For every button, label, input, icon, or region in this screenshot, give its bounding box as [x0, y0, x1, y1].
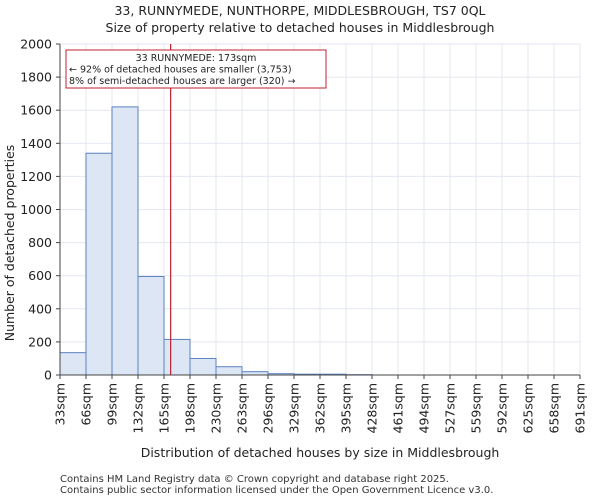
x-tick-label: 362sqm — [313, 383, 328, 433]
x-tick-label: 494sqm — [417, 383, 432, 433]
y-tick-label: 1000 — [20, 202, 52, 217]
chart-title: 33, RUNNYMEDE, NUNTHORPE, MIDDLESBROUGH,… — [114, 3, 486, 18]
y-tick-label: 600 — [28, 268, 52, 283]
x-tick-label: 625sqm — [521, 383, 536, 433]
bar-198sqm — [189, 357, 217, 376]
x-tick-label: 165sqm — [157, 383, 172, 433]
x-tick-label: 263sqm — [235, 383, 250, 433]
y-tick-label: 1600 — [20, 103, 52, 118]
x-tick-label: 329sqm — [287, 383, 302, 433]
bar-99sqm — [111, 106, 139, 376]
x-tick-label: 66sqm — [79, 383, 94, 426]
x-tick-label: 691sqm — [573, 383, 588, 433]
x-tick-label: 230sqm — [209, 383, 224, 433]
bar-165sqm — [163, 338, 191, 376]
x-tick-label: 527sqm — [443, 383, 458, 433]
y-axis-label: Number of detached properties — [2, 145, 17, 342]
y-tick-label: 2000 — [20, 37, 52, 52]
x-axis-label: Distribution of detached houses by size … — [141, 445, 500, 460]
x-tick-label: 461sqm — [391, 383, 406, 433]
annotation-box — [65, 49, 327, 89]
bar-66sqm — [85, 152, 113, 376]
x-tick-label: 132sqm — [131, 383, 146, 433]
x-tick-label: 296sqm — [261, 383, 276, 433]
x-tick-label: 559sqm — [469, 383, 484, 433]
footer-licence: Contains public sector information licen… — [60, 485, 494, 496]
bar-132sqm — [137, 276, 165, 376]
y-tick-label: 1800 — [20, 70, 52, 85]
x-tick-label: 198sqm — [183, 383, 198, 433]
x-tick-label: 99sqm — [105, 383, 120, 426]
x-tick-label: 33sqm — [53, 383, 68, 426]
y-tick-label: 800 — [28, 235, 52, 250]
bar-230sqm — [215, 366, 243, 376]
annotation-line-1: 33 RUNNYMEDE: 173sqm — [136, 53, 257, 64]
footer-copyright: Contains HM Land Registry data © Crown c… — [60, 474, 449, 485]
annotation-line-2: ← 92% of detached houses are smaller (3,… — [69, 65, 292, 76]
annotation-line-3: 8% of semi-detached houses are larger (3… — [69, 76, 296, 87]
chart-subtitle: Size of property relative to detached ho… — [105, 20, 495, 35]
x-tick-label: 658sqm — [547, 383, 562, 433]
chart-title-block: 33, RUNNYMEDE, NUNTHORPE, MIDDLESBROUGH,… — [0, 2, 600, 36]
y-tick-label: 200 — [28, 334, 52, 349]
y-tick-label: 1400 — [20, 136, 52, 151]
y-tick-label: 1200 — [20, 169, 52, 184]
y-tick-label: 0 — [44, 368, 52, 383]
x-tick-label: 592sqm — [495, 383, 510, 433]
bar-33sqm — [59, 352, 87, 376]
footer: Contains HM Land Registry data © Crown c… — [60, 474, 493, 496]
y-tick-label: 400 — [28, 301, 52, 316]
x-tick-label: 428sqm — [365, 383, 380, 433]
x-tick-label: 395sqm — [339, 383, 354, 433]
